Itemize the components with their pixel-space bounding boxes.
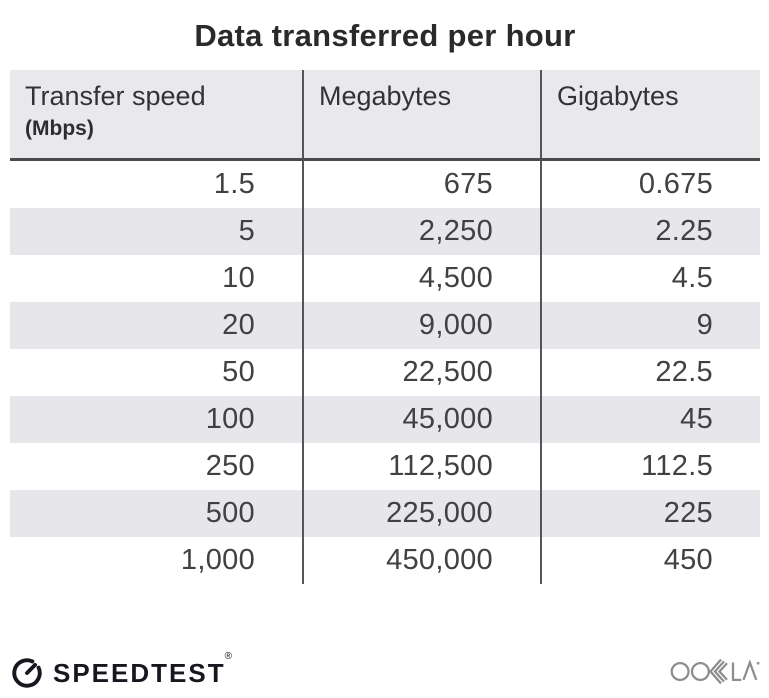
table-cell-speed: 500 xyxy=(205,497,255,529)
table-row: 1,000 450,000 450 xyxy=(10,537,760,584)
speedtest-gauge-icon xyxy=(12,658,42,688)
table-cell-megabytes: 4,500 xyxy=(302,255,540,302)
table-row: 5 2,250 2.25 xyxy=(10,208,760,255)
table-cell-gigabytes: 4.5 xyxy=(540,255,760,302)
column-header-unit: (Mbps) xyxy=(25,116,94,140)
table-body: 1.5 675 0.675 5 2,250 2.25 10 4,500 4.5 … xyxy=(10,161,760,584)
table-cell-speed: 100 xyxy=(205,403,255,435)
ookla-logo xyxy=(670,658,760,685)
table-cell-speed: 50 xyxy=(222,356,255,388)
registered-trademark-mark: ® xyxy=(224,651,234,662)
table-cell-gigabytes: 225 xyxy=(540,490,760,537)
table-cell-megabytes: 450,000 xyxy=(302,537,540,584)
table-row: 100 45,000 45 xyxy=(10,396,760,443)
table-cell-gigabytes: 2.25 xyxy=(540,208,760,255)
ookla-letter-k xyxy=(709,658,728,685)
table-cell-gigabytes: 22.5 xyxy=(540,349,760,396)
table-cell-megabytes: 225,000 xyxy=(302,490,540,537)
ookla-letter-o2 xyxy=(690,661,710,682)
ookla-letter-a xyxy=(742,659,758,681)
table-cell-gigabytes: 9 xyxy=(540,302,760,349)
table-cell-gigabytes: 112.5 xyxy=(540,443,760,490)
table-cell-speed: 20 xyxy=(222,309,255,341)
table-header-row: Transfer speed (Mbps) Megabytes Gigabyte… xyxy=(10,70,760,161)
speedtest-logo: SPEEDTEST® xyxy=(10,652,235,690)
table-cell-speed: 1,000 xyxy=(180,544,255,576)
ookla-trademark-dot xyxy=(756,661,760,665)
data-table: Transfer speed (Mbps) Megabytes Gigabyte… xyxy=(10,70,760,584)
page-title: Data transferred per hour xyxy=(194,18,576,53)
speedtest-wordmark: SPEEDTEST® xyxy=(53,652,235,688)
table-cell-gigabytes: 45 xyxy=(540,396,760,443)
table-cell-speed: 250 xyxy=(205,450,255,482)
column-header-label: Megabytes xyxy=(319,81,452,111)
table-cell-megabytes: 112,500 xyxy=(302,443,540,490)
speedtest-wordmark-text: SPEEDTEST xyxy=(53,658,226,688)
table-cell-megabytes: 9,000 xyxy=(302,302,540,349)
table-cell-speed: 5 xyxy=(238,215,255,247)
table-cell-megabytes: 22,500 xyxy=(302,349,540,396)
table-cell-megabytes: 45,000 xyxy=(302,396,540,443)
table-cell-gigabytes: 450 xyxy=(540,537,760,584)
table-cell-megabytes: 675 xyxy=(302,161,540,208)
table-cell-gigabytes: 0.675 xyxy=(540,161,760,208)
footer: SPEEDTEST® xyxy=(10,652,760,690)
table-cell-speed: 1.5 xyxy=(213,168,255,200)
table-row: 500 225,000 225 xyxy=(10,490,760,537)
table-cell-megabytes: 2,250 xyxy=(302,208,540,255)
ookla-letter-l xyxy=(731,662,742,682)
column-header-megabytes: Megabytes xyxy=(302,70,540,158)
table-row: 1.5 675 0.675 xyxy=(10,161,760,208)
table-row: 50 22,500 22.5 xyxy=(10,349,760,396)
column-header-transfer-speed: Transfer speed (Mbps) xyxy=(10,70,302,158)
column-header-gigabytes: Gigabytes xyxy=(540,70,760,158)
table-cell-speed: 10 xyxy=(222,262,255,294)
column-header-label: Gigabytes xyxy=(557,81,679,111)
table-row: 250 112,500 112.5 xyxy=(10,443,760,490)
column-header-label: Transfer speed xyxy=(25,81,206,111)
table-row: 10 4,500 4.5 xyxy=(10,255,760,302)
table-row: 20 9,000 9 xyxy=(10,302,760,349)
ookla-letter-o1 xyxy=(670,661,690,682)
